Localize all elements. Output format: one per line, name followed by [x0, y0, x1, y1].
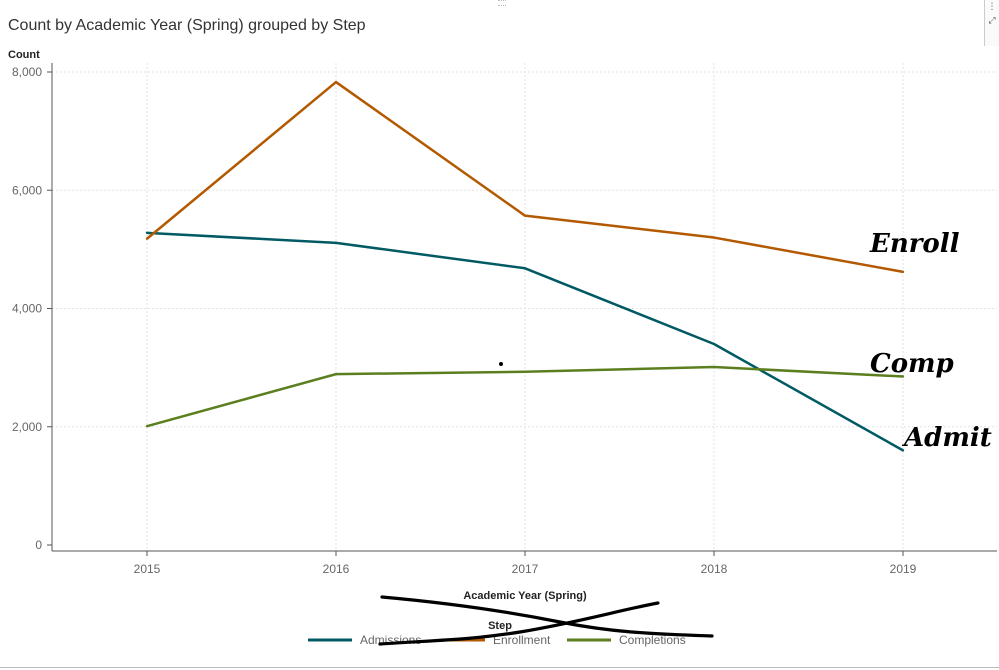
menu-icon[interactable]: ⋮	[987, 2, 997, 12]
data-point-admissions	[523, 267, 527, 270]
y-tick-label: 0	[35, 538, 42, 552]
x-axis-title: Academic Year (Spring)	[463, 590, 587, 602]
x-tick-label: 2017	[512, 562, 539, 576]
data-point-enrollment	[901, 270, 905, 274]
chart-toolbar[interactable]: ⋮ ⤢	[984, 0, 999, 46]
legend-label-enrollment: Enrollment	[493, 633, 551, 647]
x-tick-label: 2018	[701, 562, 728, 576]
y-tick-label: 8,000	[12, 65, 42, 79]
data-point-admissions	[712, 342, 716, 346]
annotation-comp: Comp	[870, 349, 954, 379]
y-tick-label: 2,000	[12, 420, 42, 434]
data-point-completions	[334, 372, 338, 376]
y-axis-title: Count	[8, 49, 40, 61]
data-point-completions	[145, 424, 149, 428]
data-point-admissions	[145, 231, 149, 235]
grid-lines	[52, 63, 997, 551]
data-point-completions	[712, 365, 716, 369]
x-tick-label: 2016	[323, 562, 350, 576]
y-tick-label: 6,000	[12, 183, 42, 197]
bottom-border	[0, 667, 999, 668]
data-point-completions	[901, 375, 905, 378]
data-point-admissions	[901, 449, 905, 452]
chart-title: Count by Academic Year (Spring) grouped …	[8, 17, 366, 34]
data-point-admissions	[334, 241, 338, 245]
scribble-stroke	[380, 595, 714, 638]
y-tick-label: 4,000	[12, 302, 42, 316]
x-tick-label: 2015	[134, 562, 161, 576]
resize-handle[interactable]	[498, 0, 506, 6]
series-lines	[145, 80, 905, 452]
scribble-stroke	[378, 601, 660, 646]
data-point-completions	[523, 370, 527, 373]
x-tick-label: 2019	[890, 562, 917, 576]
legend-title: Step	[488, 620, 512, 632]
legend-label-completions: Completions	[619, 633, 686, 647]
ink-dot	[499, 362, 503, 366]
annotation-enroll: Enroll	[869, 229, 960, 259]
axes: 0 2,000 4,000 6,000 8,000 2015 2016 2017 2018 201…	[12, 63, 997, 576]
annotation-admit: Admit	[901, 423, 992, 453]
data-point-enrollment	[523, 214, 527, 217]
data-point-enrollment	[712, 236, 716, 239]
expand-icon[interactable]: ⤢	[988, 16, 996, 26]
series-line-admissions	[146, 231, 904, 452]
data-point-enrollment	[145, 237, 149, 240]
data-point-enrollment	[334, 80, 338, 84]
